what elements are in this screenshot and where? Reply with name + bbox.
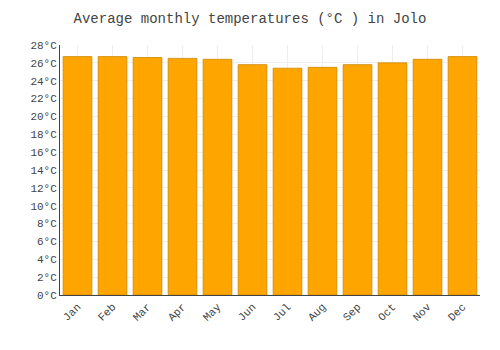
svg-text:0°C: 0°C [37, 290, 57, 302]
svg-text:26°C: 26°C [30, 58, 57, 70]
svg-text:2°C: 2°C [37, 272, 57, 284]
svg-text:Apr: Apr [166, 301, 188, 323]
svg-text:16°C: 16°C [30, 147, 57, 159]
svg-text:6°C: 6°C [37, 236, 57, 248]
svg-text:Dec: Dec [446, 301, 468, 323]
svg-text:Nov: Nov [411, 301, 434, 324]
svg-text:8°C: 8°C [37, 218, 57, 230]
svg-text:Mar: Mar [131, 301, 153, 323]
svg-text:Jun: Jun [236, 301, 258, 323]
svg-text:Sep: Sep [341, 301, 363, 323]
svg-text:4°C: 4°C [37, 254, 57, 266]
svg-text:28°C: 28°C [30, 40, 57, 52]
svg-text:10°C: 10°C [30, 201, 57, 213]
svg-text:Feb: Feb [96, 301, 118, 323]
svg-text:Jan: Jan [61, 301, 83, 323]
svg-text:May: May [201, 301, 224, 324]
svg-text:Oct: Oct [376, 301, 398, 323]
svg-text:Average monthly temperatures (: Average monthly temperatures (°C ) in Jo… [74, 11, 427, 27]
svg-text:24°C: 24°C [30, 76, 57, 88]
svg-text:Jul: Jul [271, 301, 293, 323]
svg-text:20°C: 20°C [30, 111, 57, 123]
svg-text:22°C: 22°C [30, 93, 57, 105]
svg-text:12°C: 12°C [30, 183, 57, 195]
svg-text:14°C: 14°C [30, 165, 57, 177]
svg-text:18°C: 18°C [30, 129, 57, 141]
svg-text:Aug: Aug [306, 301, 328, 323]
